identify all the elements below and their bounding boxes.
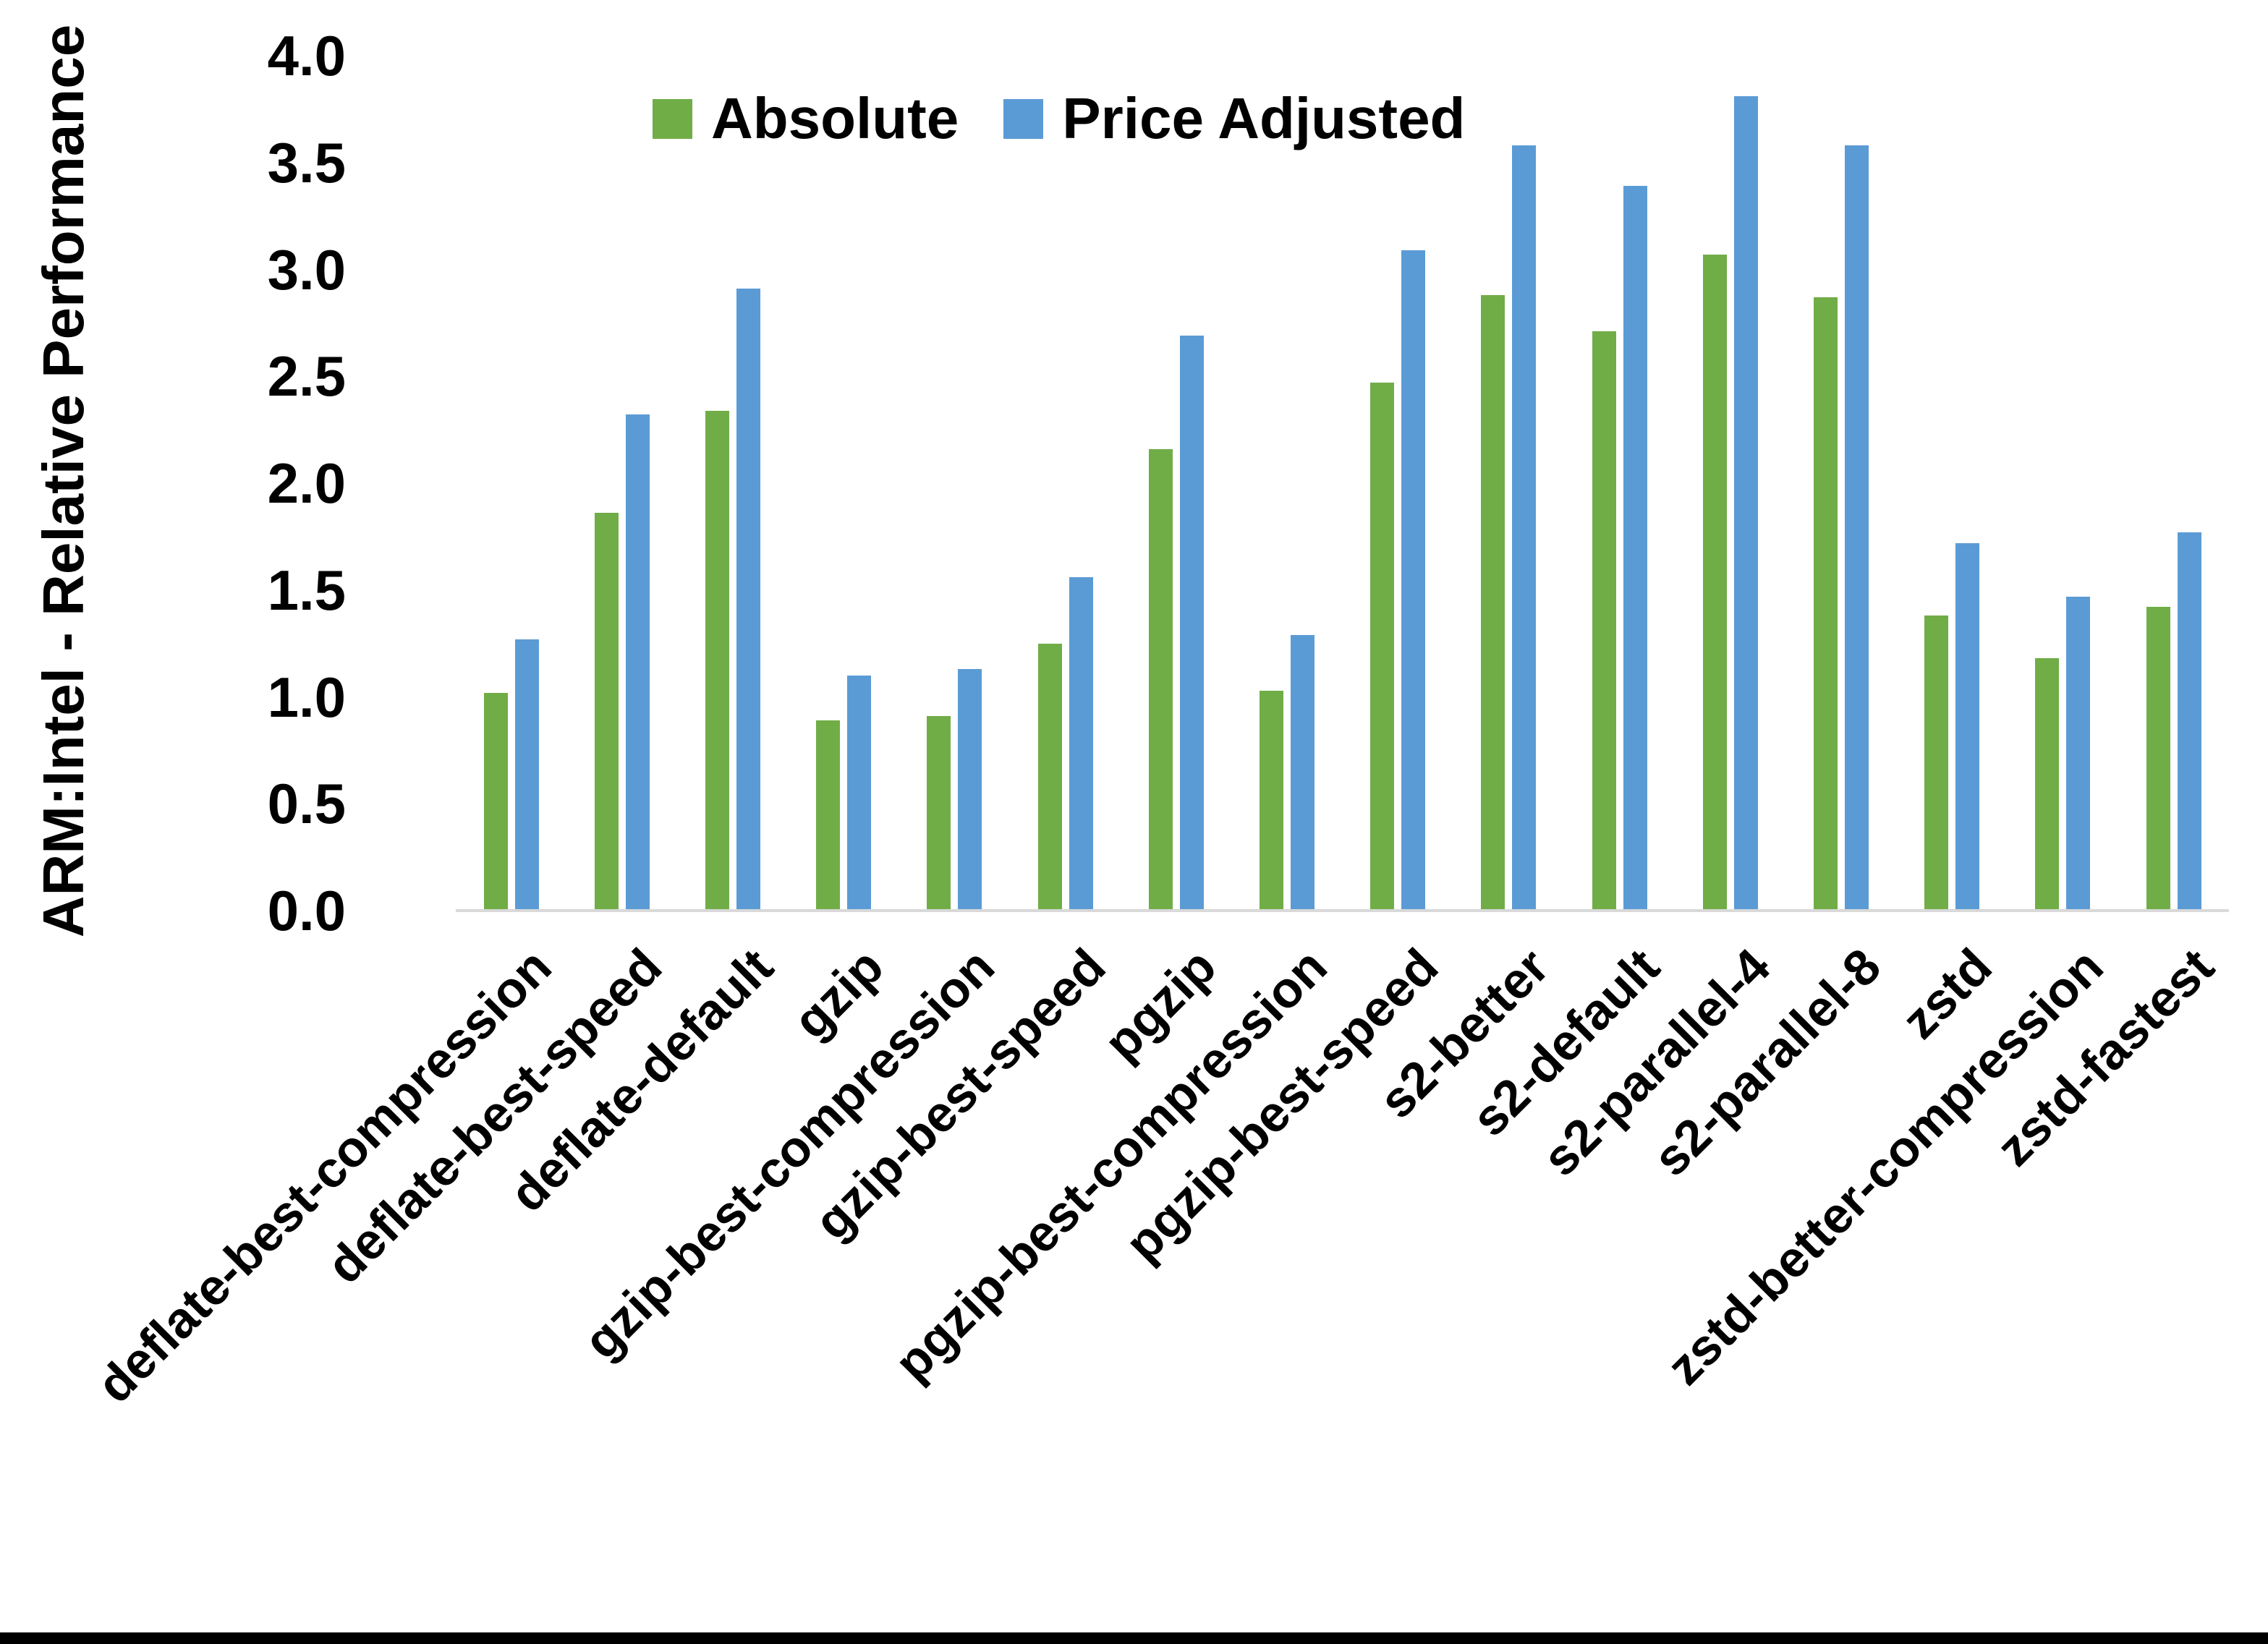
legend-item-absolute: Absolute	[653, 90, 959, 148]
y-axis-tick-label: 2.5	[267, 344, 346, 409]
legend-item-price-adjusted: Price Adjusted	[1003, 90, 1465, 148]
bar-absolute-s2-parallel-8	[1814, 297, 1838, 911]
bar-absolute-s2-default	[1592, 331, 1616, 911]
bar-absolute-deflate-best-speed	[594, 513, 619, 911]
x-axis-line	[456, 909, 2230, 912]
x-axis-label-deflate-best-compression: deflate-best-compression	[85, 937, 562, 1414]
bar-price-adjusted-s2-parallel-8	[1845, 145, 1869, 911]
y-axis-tick-label: 4.0	[267, 24, 346, 88]
y-axis-tick-label: 3.0	[267, 237, 346, 302]
bar-absolute-zstd-fastest	[2146, 607, 2170, 911]
bar-price-adjusted-deflate-default	[736, 289, 760, 911]
bottom-border-bar	[0, 1632, 2268, 1644]
legend-label-absolute: Absolute	[711, 86, 959, 150]
legend: Absolute Price Adjusted	[653, 90, 1465, 148]
bar-price-adjusted-deflate-best-compression	[514, 639, 539, 911]
y-axis-tick-label: 3.5	[267, 130, 346, 195]
bar-absolute-pgzip-best-compression	[1260, 690, 1283, 911]
bar-price-adjusted-zstd-better-compression	[2066, 596, 2091, 911]
bar-price-adjusted-pgzip	[1179, 336, 1204, 911]
legend-swatch-absolute	[653, 98, 692, 139]
bar-absolute-gzip-best-speed	[1037, 643, 1062, 911]
bar-price-adjusted-pgzip-best-speed	[1401, 250, 1426, 911]
y-axis-tick-label: 1.5	[267, 558, 346, 622]
bar-absolute-zstd	[1924, 616, 1949, 911]
bar-absolute-pgzip-best-speed	[1370, 383, 1395, 911]
bar-price-adjusted-pgzip-best-compression	[1291, 634, 1314, 911]
bar-price-adjusted-gzip	[847, 675, 872, 911]
y-axis-tick-label: 2.0	[267, 451, 346, 515]
bar-absolute-deflate-default	[705, 410, 729, 911]
bar-price-adjusted-gzip-best-compression	[958, 669, 982, 911]
bar-price-adjusted-s2-parallel-4	[1733, 96, 1758, 911]
y-axis-tick-label: 0.0	[267, 879, 346, 942]
bar-absolute-deflate-best-compression	[483, 692, 508, 911]
bar-absolute-s2-parallel-4	[1702, 254, 1727, 911]
bar-absolute-gzip-best-compression	[927, 716, 951, 911]
bar-absolute-gzip	[816, 720, 841, 911]
bar-absolute-pgzip	[1148, 448, 1173, 911]
legend-label-price-adjusted: Price Adjusted	[1062, 86, 1466, 150]
bar-absolute-s2-better	[1481, 294, 1505, 911]
bar-price-adjusted-gzip-best-speed	[1069, 577, 1093, 911]
bar-price-adjusted-zstd-fastest	[2177, 532, 2201, 911]
bar-price-adjusted-zstd	[1955, 542, 1980, 911]
bar-price-adjusted-s2-better	[1512, 145, 1537, 911]
legend-swatch-price-adjusted	[1003, 98, 1044, 139]
bar-absolute-zstd-better-compression	[2035, 658, 2060, 911]
bar-price-adjusted-s2-default	[1623, 186, 1647, 911]
bar-price-adjusted-deflate-best-speed	[625, 414, 650, 911]
y-axis-tick-label: 1.0	[267, 665, 346, 729]
y-axis-tick-label: 0.5	[267, 772, 346, 836]
